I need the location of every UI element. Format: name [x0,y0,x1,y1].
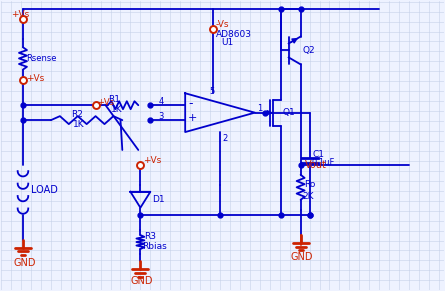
Text: Q1: Q1 [283,108,295,117]
Text: GND: GND [291,253,313,262]
Text: LOAD: LOAD [31,185,58,195]
Text: GND: GND [130,276,153,286]
Text: U1: U1 [221,38,233,47]
Text: 1K: 1K [110,105,122,114]
Text: C1: C1 [312,150,324,159]
Text: R2: R2 [71,110,83,119]
Text: +Vs: +Vs [143,157,162,165]
Text: R1: R1 [109,95,121,104]
Text: 2: 2 [222,134,227,143]
Text: 1K: 1K [73,120,85,129]
Text: AD8603: AD8603 [216,30,252,39]
Text: GND: GND [13,258,36,268]
Text: 0.1uF: 0.1uF [312,158,335,167]
Text: Vout: Vout [305,160,327,170]
Text: Rbias: Rbias [142,242,167,251]
Text: 4: 4 [158,97,164,106]
Text: 2K: 2K [303,192,314,201]
Text: 5: 5 [209,87,214,96]
Text: R3: R3 [144,232,156,241]
Text: +: + [188,113,198,123]
Text: +Vs: +Vs [97,98,115,107]
Text: 1: 1 [257,104,262,113]
Text: 3: 3 [158,112,164,121]
Text: Rsense: Rsense [26,54,57,63]
Text: +Vs: +Vs [26,74,44,83]
Text: -Vs: -Vs [216,20,230,29]
Text: Ro: Ro [305,180,316,189]
Text: D1: D1 [152,195,165,204]
Text: +Vs: +Vs [11,10,29,19]
Text: Q2: Q2 [303,46,315,55]
Text: -: - [188,97,193,110]
